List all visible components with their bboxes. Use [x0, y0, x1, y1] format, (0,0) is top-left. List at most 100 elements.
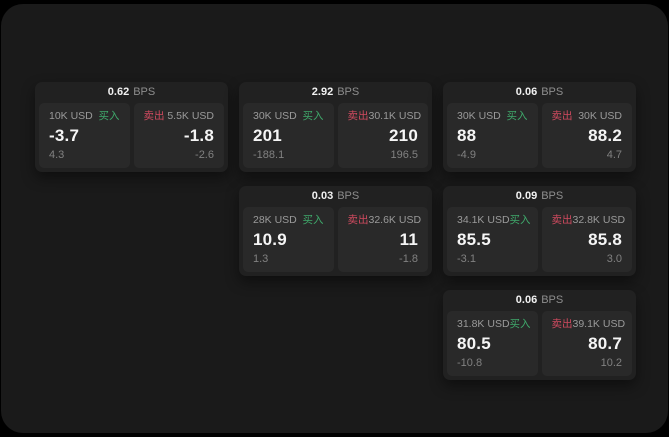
buy-panel[interactable]: 34.1K USD 买入 85.5 -3.1 — [447, 207, 538, 272]
sell-panel-top: 卖出 30.1K USD — [347, 110, 422, 123]
sell-label: 卖出 — [551, 318, 573, 330]
buy-panel[interactable]: 31.8K USD 买入 80.5 -10.8 — [447, 311, 538, 376]
bps-unit-label: BPS — [541, 86, 564, 98]
sell-sub-value: -1.8 — [399, 252, 418, 265]
quotes-panel: 0.62 BPS 10K USD 买入 -3.7 4.3 卖出 5.5K USD… — [1, 4, 668, 433]
sell-size: 30.1K USD — [368, 110, 422, 122]
buy-label: 买入 — [302, 110, 324, 122]
buy-panel-top: 10K USD 买入 — [49, 110, 120, 123]
card-header: 0.06 BPS — [447, 290, 632, 311]
buy-panel-top: 31.8K USD 买入 — [457, 318, 531, 331]
sell-panel[interactable]: 卖出 32.8K USD 85.8 3.0 — [541, 207, 632, 272]
buy-label: 买入 — [302, 214, 324, 226]
sell-panel-top: 卖出 39.1K USD — [551, 318, 626, 331]
buy-size: 28K USD — [253, 214, 297, 226]
buy-sell-panels: 30K USD 买入 88 -4.9 卖出 30K USD 88.2 4.7 — [447, 103, 632, 168]
sell-size: 39.1K USD — [572, 318, 626, 330]
sell-panel-top: 卖出 32.8K USD — [551, 214, 626, 227]
buy-price: -3.7 — [49, 125, 80, 145]
card-header: 0.06 BPS — [447, 82, 632, 103]
sell-panel-top: 卖出 30K USD — [551, 110, 623, 123]
bps-unit-label: BPS — [337, 86, 360, 98]
buy-panel[interactable]: 30K USD 买入 88 -4.9 — [447, 103, 538, 168]
quote-card: 0.09 BPS 34.1K USD 买入 85.5 -3.1 卖出 32.8K… — [443, 186, 636, 276]
buy-size: 30K USD — [253, 110, 297, 122]
buy-sell-panels: 30K USD 买入 201 -188.1 卖出 30.1K USD 210 1… — [243, 103, 428, 168]
bps-value: 0.09 — [515, 190, 538, 202]
sell-label: 卖出 — [347, 110, 369, 122]
buy-sell-panels: 10K USD 买入 -3.7 4.3 卖出 5.5K USD -1.8 -2.… — [39, 103, 224, 168]
sell-sub-value: 4.7 — [606, 148, 622, 161]
buy-sub-value: 4.3 — [49, 148, 65, 161]
sell-price: -1.8 — [183, 125, 214, 145]
buy-panel-top: 30K USD 买入 — [253, 110, 324, 123]
sell-sub-value: 196.5 — [390, 148, 418, 161]
bps-value: 0.06 — [515, 86, 538, 98]
sell-label: 卖出 — [551, 214, 573, 226]
sell-sub-value: 10.2 — [600, 356, 622, 369]
sell-panel[interactable]: 卖出 30.1K USD 210 196.5 — [337, 103, 428, 168]
bps-unit-label: BPS — [133, 86, 156, 98]
buy-panel[interactable]: 10K USD 买入 -3.7 4.3 — [39, 103, 130, 168]
sell-label: 卖出 — [347, 214, 369, 226]
sell-size: 32.8K USD — [572, 214, 626, 226]
quote-card: 0.62 BPS 10K USD 买入 -3.7 4.3 卖出 5.5K USD… — [35, 82, 228, 172]
buy-price: 88 — [457, 125, 477, 145]
buy-sell-panels: 34.1K USD 买入 85.5 -3.1 卖出 32.8K USD 85.8… — [447, 207, 632, 272]
sell-panel[interactable]: 卖出 5.5K USD -1.8 -2.6 — [133, 103, 224, 168]
buy-price: 85.5 — [457, 229, 491, 249]
sell-panel-top: 卖出 32.6K USD — [347, 214, 422, 227]
bps-value: 0.06 — [515, 294, 538, 306]
buy-label: 买入 — [509, 214, 531, 226]
quote-card: 2.92 BPS 30K USD 买入 201 -188.1 卖出 30.1K … — [239, 82, 432, 172]
buy-price: 201 — [253, 125, 282, 145]
sell-label: 卖出 — [143, 110, 165, 122]
bps-value: 2.92 — [311, 86, 334, 98]
card-header: 0.62 BPS — [39, 82, 224, 103]
card-header: 2.92 BPS — [243, 82, 428, 103]
buy-sell-panels: 28K USD 买入 10.9 1.3 卖出 32.6K USD 11 -1.8 — [243, 207, 428, 272]
buy-panel-top: 34.1K USD 买入 — [457, 214, 531, 227]
buy-label: 买入 — [98, 110, 120, 122]
card-header: 0.09 BPS — [447, 186, 632, 207]
sell-panel[interactable]: 卖出 32.6K USD 11 -1.8 — [337, 207, 428, 272]
sell-sub-value: 3.0 — [606, 252, 622, 265]
sell-panel[interactable]: 卖出 30K USD 88.2 4.7 — [541, 103, 632, 168]
quote-card: 0.03 BPS 28K USD 买入 10.9 1.3 卖出 32.6K US… — [239, 186, 432, 276]
sell-price: 80.7 — [588, 333, 622, 353]
bps-value: 0.03 — [311, 190, 334, 202]
buy-sell-panels: 31.8K USD 买入 80.5 -10.8 卖出 39.1K USD 80.… — [447, 311, 632, 376]
buy-panel[interactable]: 28K USD 买入 10.9 1.3 — [243, 207, 334, 272]
buy-sub-value: -10.8 — [457, 356, 483, 369]
buy-sub-value: 1.3 — [253, 252, 269, 265]
sell-label: 卖出 — [551, 110, 573, 122]
buy-panel-top: 28K USD 买入 — [253, 214, 324, 227]
buy-price: 10.9 — [253, 229, 287, 249]
bps-unit-label: BPS — [337, 190, 360, 202]
buy-price: 80.5 — [457, 333, 491, 353]
sell-size: 5.5K USD — [167, 110, 214, 122]
buy-size: 31.8K USD — [457, 318, 510, 330]
buy-panel[interactable]: 30K USD 买入 201 -188.1 — [243, 103, 334, 168]
sell-size: 32.6K USD — [368, 214, 422, 226]
buy-label: 买入 — [509, 318, 531, 330]
buy-sub-value: -188.1 — [253, 148, 285, 161]
sell-size: 30K USD — [578, 110, 622, 122]
buy-panel-top: 30K USD 买入 — [457, 110, 528, 123]
sell-panel-top: 卖出 5.5K USD — [143, 110, 215, 123]
buy-label: 买入 — [506, 110, 528, 122]
buy-sub-value: -3.1 — [457, 252, 476, 265]
quote-card: 0.06 BPS 31.8K USD 买入 80.5 -10.8 卖出 39.1… — [443, 290, 636, 380]
card-header: 0.03 BPS — [243, 186, 428, 207]
sell-price: 11 — [399, 229, 418, 249]
buy-size: 34.1K USD — [457, 214, 510, 226]
sell-sub-value: -2.6 — [195, 148, 214, 161]
sell-price: 88.2 — [588, 125, 622, 145]
sell-panel[interactable]: 卖出 39.1K USD 80.7 10.2 — [541, 311, 632, 376]
sell-price: 85.8 — [588, 229, 622, 249]
bps-unit-label: BPS — [541, 294, 564, 306]
bps-unit-label: BPS — [541, 190, 564, 202]
buy-size: 10K USD — [49, 110, 93, 122]
quote-cards-grid: 0.62 BPS 10K USD 买入 -3.7 4.3 卖出 5.5K USD… — [35, 82, 636, 380]
